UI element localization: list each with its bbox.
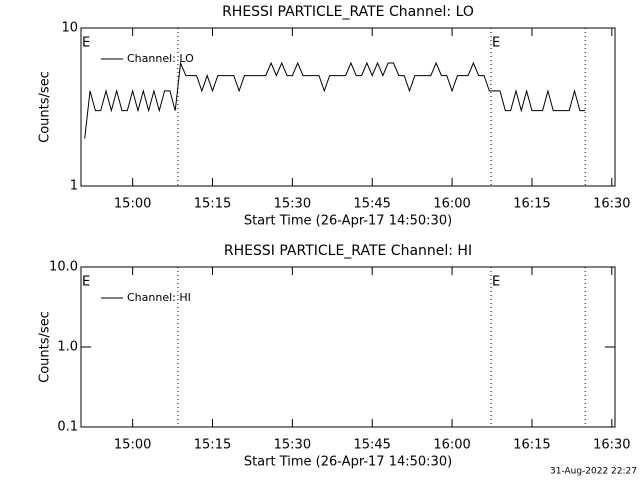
- y-tick-label: 1: [70, 179, 78, 194]
- x-tick-label: 16:15: [513, 438, 550, 453]
- annotation: E: [492, 275, 500, 290]
- x-axis-label: Start Time (26-Apr-17 14:50:30): [244, 455, 452, 470]
- x-tick-label: 16:15: [513, 197, 550, 212]
- x-tick-label: 15:30: [274, 197, 311, 212]
- y-tick-label: 10.0: [49, 260, 78, 275]
- footer: 31-Aug-2022 22:27: [550, 467, 637, 477]
- x-tick-label: 15:00: [114, 438, 151, 453]
- annotation: E: [492, 36, 500, 51]
- annotation: E: [82, 275, 90, 290]
- x-tick-label: 15:15: [194, 197, 231, 212]
- chart-title: RHESSI PARTICLE_RATE Channel: HI: [224, 243, 472, 259]
- x-tick-label: 16:30: [593, 197, 630, 212]
- y-tick-label: 0.1: [57, 420, 78, 435]
- chart-title: RHESSI PARTICLE_RATE Channel: LO: [222, 4, 474, 20]
- legend-label: Channel: HI: [127, 291, 191, 304]
- x-tick-label: 15:00: [114, 197, 151, 212]
- x-tick-label: 15:45: [353, 438, 390, 453]
- x-tick-label: 15:30: [274, 438, 311, 453]
- legend-label: Channel: LO: [127, 52, 194, 65]
- y-axis-label: Counts/sec: [38, 311, 53, 383]
- data-line: [84, 61, 586, 139]
- y-tick-label: 10: [61, 21, 78, 36]
- x-tick-label: 16:00: [433, 438, 470, 453]
- annotation: E: [82, 36, 90, 51]
- x-tick-label: 16:00: [433, 197, 470, 212]
- y-axis-label: Counts/sec: [38, 71, 53, 143]
- x-tick-label: 16:30: [593, 438, 630, 453]
- x-tick-label: 15:15: [194, 438, 231, 453]
- x-tick-label: 15:45: [353, 197, 390, 212]
- x-axis-label: Start Time (26-Apr-17 14:50:30): [244, 214, 452, 229]
- plot-frame: [80, 27, 616, 187]
- y-tick-label: 1.0: [57, 340, 78, 355]
